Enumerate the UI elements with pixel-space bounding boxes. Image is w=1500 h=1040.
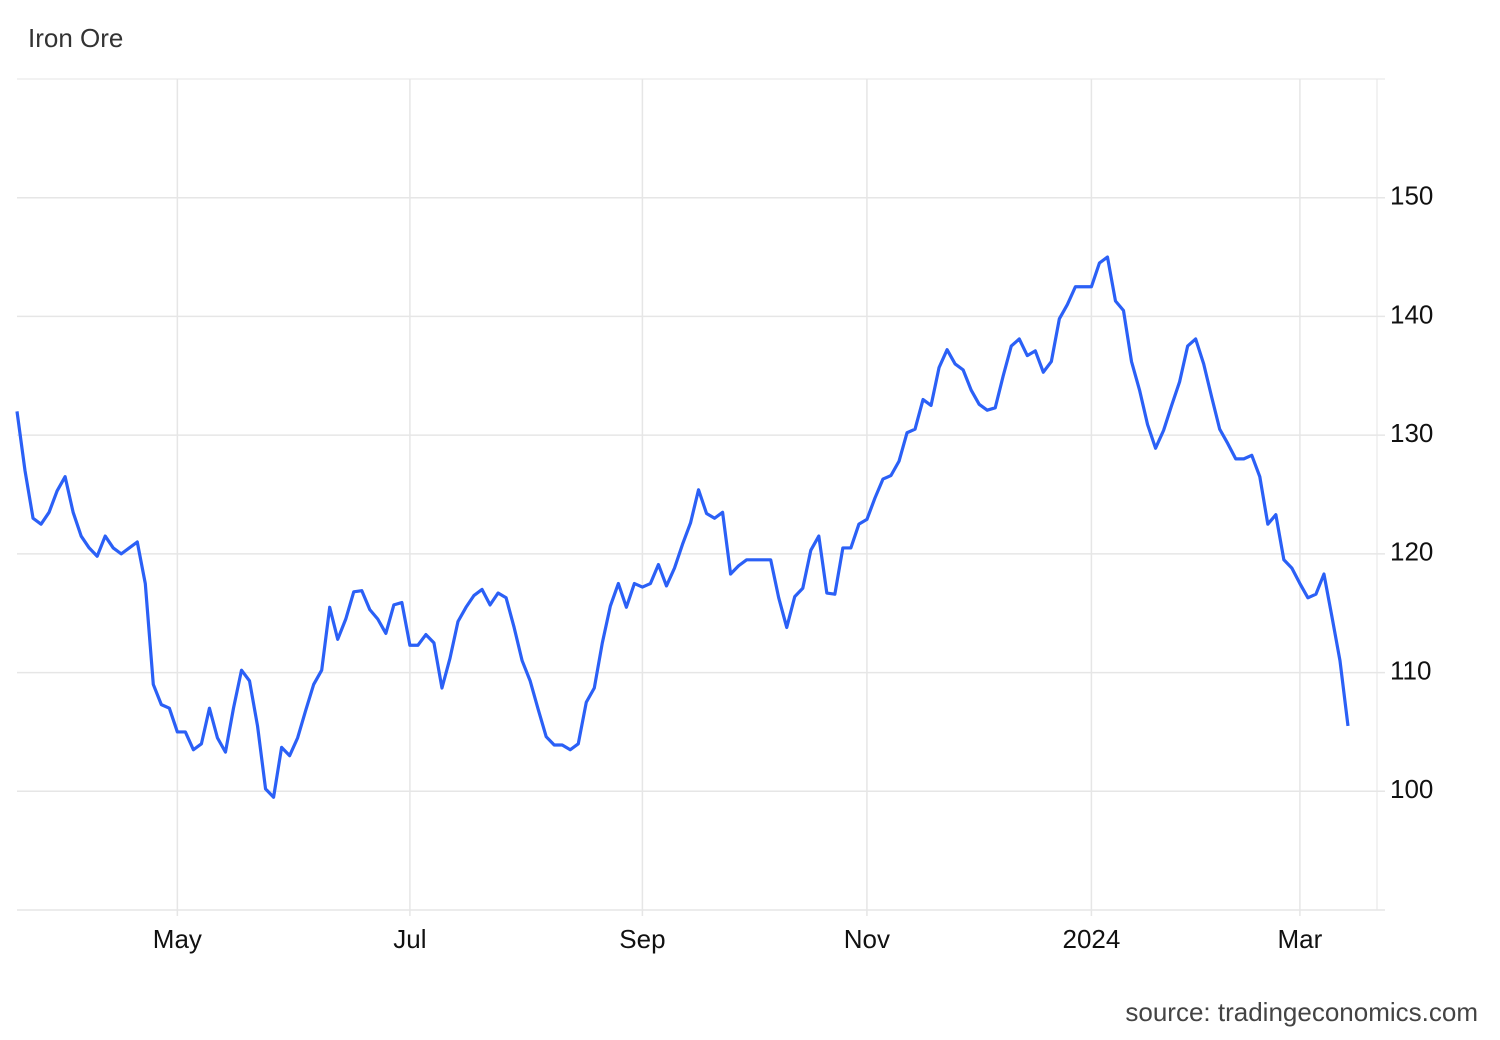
y-tick-label: 120 [1390,537,1433,567]
x-tick-label: Mar [1278,924,1323,954]
y-tick-label: 110 [1390,655,1431,685]
y-tick-label: 150 [1390,181,1433,211]
x-tick-label: May [153,924,202,954]
x-tick-label: Jul [393,924,426,954]
x-tick-label: 2024 [1062,924,1120,954]
y-tick-label: 140 [1390,299,1433,329]
x-tick-label: Sep [619,924,665,954]
y-tick-label: 130 [1390,418,1433,448]
price-line [15,255,1350,799]
x-tick-label: Nov [844,924,890,954]
y-tick-label: 100 [1390,774,1433,804]
source-note: source: tradingeconomics.com [1125,997,1478,1027]
chart-title: Iron Ore [28,23,123,53]
